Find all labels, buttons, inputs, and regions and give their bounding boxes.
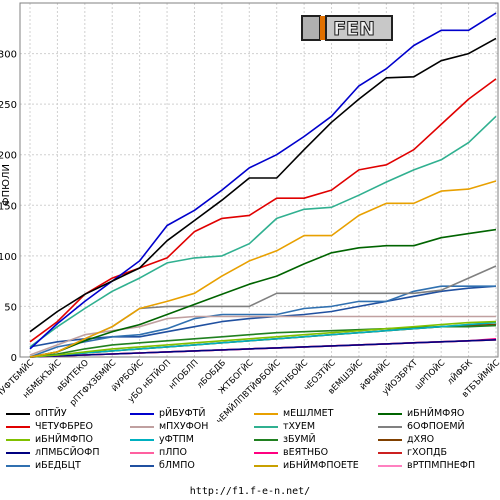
- legend-swatch: [130, 451, 154, 454]
- legend-label: вЕЯТНБО: [283, 446, 329, 458]
- series-line: [29, 115, 497, 348]
- series-line: [29, 321, 497, 358]
- fen-logo: FEN: [300, 12, 396, 42]
- legend-swatch: [6, 425, 30, 428]
- series-line: [29, 180, 497, 358]
- legend-swatch: [130, 425, 154, 428]
- legend-swatch: [378, 438, 402, 441]
- series-line: [29, 12, 497, 350]
- legend-label: бЛМПО: [159, 459, 195, 471]
- legend-label: иБНЙМФПОЕТЕ: [283, 459, 359, 471]
- legend-label: оПТЙУ: [35, 408, 67, 419]
- series-line: [29, 339, 497, 358]
- logo-mark: FEN: [301, 15, 393, 41]
- series-line: [29, 37, 497, 333]
- legend-swatch: [254, 425, 278, 428]
- series-line: [29, 228, 497, 358]
- legend-label: иБЕДБЦТ: [35, 459, 81, 471]
- legend-label: гХОПДБ: [407, 446, 448, 458]
- chart-legend: оПТЙУ рЙБУФТЙ мЕШЛМЕТ иБНЙМФЯО ЧЕТУФБРЕО мПХУ…: [0, 407, 500, 471]
- legend-label: мЕШЛМЕТ: [283, 408, 334, 419]
- legend-label: ЧЕТУФБРЕО: [35, 420, 94, 432]
- y-tick-label: 0: [11, 353, 17, 364]
- legend-label: пЛПО: [159, 446, 187, 458]
- series-line: [29, 324, 497, 358]
- x-tick-label: рПТФХЗБМЙС: [67, 357, 119, 409]
- y-axis-label: ФПЮЛИ: [1, 164, 12, 206]
- legend-swatch: [130, 438, 154, 441]
- series-line: [29, 285, 496, 358]
- footer-url[interactable]: http://f1.f-e-n.net/: [189, 486, 311, 497]
- legend-swatch: [130, 413, 154, 415]
- y-tick-label: 100: [0, 252, 17, 263]
- axes: [19, 2, 499, 358]
- legend-swatch: [130, 464, 154, 467]
- logo-text: FEN: [333, 18, 375, 40]
- x-tick-label: шРПОЙС: [412, 357, 448, 393]
- legend-label: тХУЕМ: [283, 420, 316, 432]
- y-tick-label: 50: [4, 302, 17, 313]
- y-tick-label: 300: [0, 50, 17, 61]
- series-line: [29, 315, 496, 356]
- y-tick-label: 200: [0, 151, 17, 162]
- legend-swatch: [378, 451, 402, 454]
- legend-label: иБНЙМФПО: [35, 433, 93, 445]
- series-lines: [29, 12, 497, 358]
- legend-swatch: [6, 438, 30, 441]
- legend-swatch: [6, 464, 30, 467]
- legend-swatch: [6, 451, 30, 454]
- legend-label: уФТПМ: [159, 433, 194, 445]
- y-tick-labels: 0 50 100 150 200 250 300: [0, 50, 17, 364]
- legend-swatch: [254, 464, 278, 467]
- grid-lines: [20, 3, 498, 358]
- legend-label: дХЯО: [407, 433, 435, 445]
- legend-swatch: [378, 413, 402, 415]
- legend-swatch: [254, 438, 278, 441]
- legend-label: лПМБСЙОФП: [35, 446, 100, 458]
- legend-label: зБУМЙ: [283, 433, 316, 445]
- legend-label: 6ОФПОЕМЙ: [407, 420, 465, 432]
- legend-label: вРТПМПНЕФП: [407, 459, 476, 471]
- legend-swatch: [6, 413, 30, 415]
- y-tick-label: 250: [0, 100, 17, 111]
- series-line: [29, 320, 497, 358]
- plot-frame: [19, 2, 499, 358]
- legend-swatch: [378, 464, 402, 467]
- legend-label: иБНЙМФЯО: [407, 408, 465, 419]
- series-line: [29, 78, 497, 343]
- legend-label: рЙБУФТЙ: [159, 408, 206, 419]
- legend-swatch: [254, 413, 278, 415]
- legend-label: мПХУФОН: [159, 420, 209, 432]
- legend-swatch: [254, 451, 278, 454]
- legend-swatch: [378, 425, 402, 428]
- x-tick-label: нПОБЛП: [167, 358, 200, 391]
- y-tick-label: 150: [0, 201, 17, 212]
